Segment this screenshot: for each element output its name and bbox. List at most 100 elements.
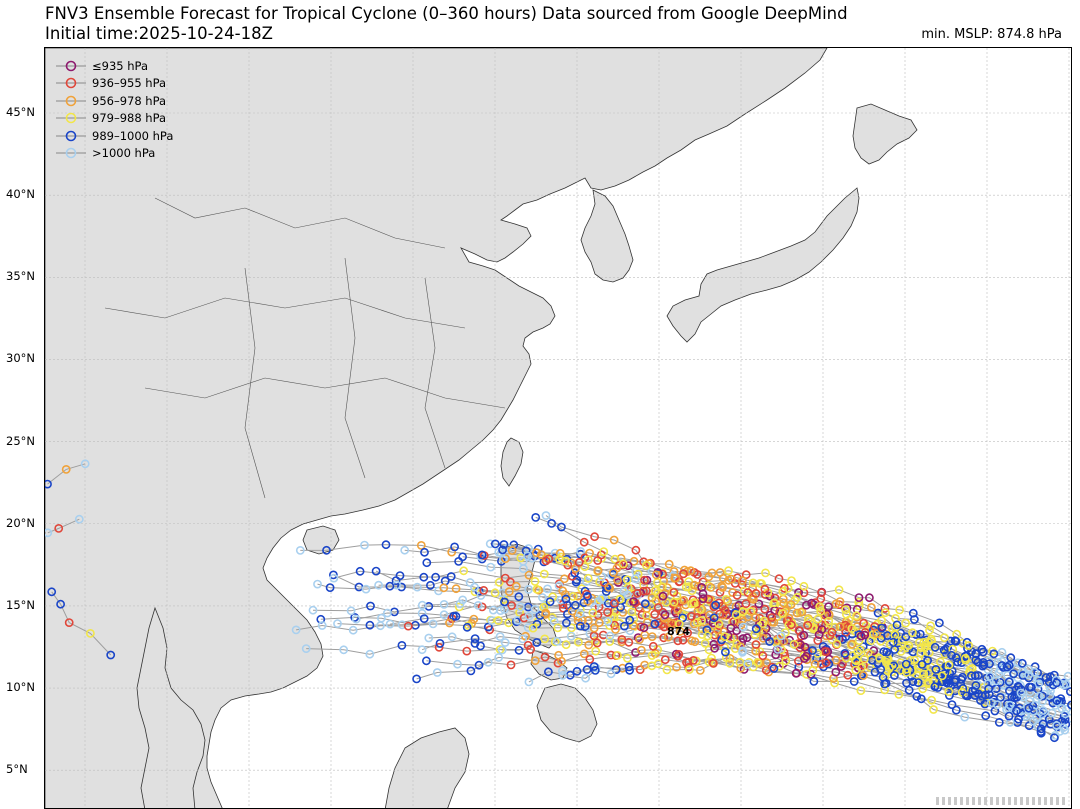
- track-point: [708, 658, 717, 667]
- track-point: [901, 659, 911, 669]
- track-point: [824, 602, 833, 612]
- track-point: [704, 657, 714, 667]
- track-point: [490, 588, 500, 598]
- track-point: [609, 612, 619, 622]
- track-point: [550, 548, 560, 558]
- track-point: [466, 666, 476, 676]
- track-point: [751, 640, 761, 649]
- track-point: [61, 464, 71, 474]
- lat-tick-label: 30°N: [6, 351, 35, 366]
- track-point: [727, 574, 736, 584]
- legend-label: 989–1000 hPa: [92, 128, 174, 143]
- legend-item: 936–955 hPa: [56, 75, 173, 93]
- track-point: [1018, 671, 1028, 680]
- track-point: [581, 673, 590, 683]
- track-point: [997, 647, 1007, 657]
- track-point: [640, 575, 649, 585]
- track-point: [927, 695, 936, 705]
- track-point: [715, 568, 725, 577]
- track-point: [562, 618, 571, 628]
- track-point: [709, 602, 719, 612]
- track-point: [773, 645, 783, 654]
- track-point: [366, 601, 375, 611]
- track-point: [524, 570, 534, 580]
- track-point: [549, 617, 559, 626]
- track-point: [1024, 703, 1034, 713]
- track-point: [571, 577, 581, 587]
- track-point: [1009, 669, 1018, 679]
- track-point: [876, 633, 886, 643]
- track-point: [412, 582, 422, 592]
- track-point: [680, 565, 689, 575]
- track-point: [658, 607, 668, 617]
- track-point: [1049, 670, 1059, 680]
- track-point: [660, 613, 669, 623]
- track-point: [635, 635, 644, 644]
- track-point: [794, 588, 803, 597]
- track-point: [1066, 687, 1071, 696]
- track-point: [662, 665, 672, 675]
- track-point: [543, 667, 553, 677]
- track-point: [560, 556, 570, 566]
- track-point: [432, 668, 442, 677]
- track-point: [689, 599, 699, 608]
- track-point: [1018, 692, 1028, 702]
- track-point: [629, 597, 638, 606]
- track-point: [1023, 701, 1032, 711]
- track-point: [847, 639, 857, 649]
- track-point: [592, 638, 602, 648]
- track-point: [557, 656, 566, 666]
- track-point: [951, 675, 960, 685]
- track-point: [650, 609, 660, 619]
- map-svg[interactable]: 874: [45, 48, 1072, 809]
- track-point: [500, 597, 509, 607]
- track-point: [709, 613, 719, 623]
- min-mslp-label: min. MSLP: 874.8 hPa: [921, 27, 1062, 42]
- track-point: [945, 691, 954, 700]
- track-point: [531, 512, 541, 522]
- track-point: [555, 554, 564, 564]
- track-point: [647, 632, 657, 641]
- track-point: [751, 589, 761, 598]
- track-point: [997, 657, 1007, 666]
- track-point: [558, 586, 568, 596]
- map-panel[interactable]: 874: [44, 47, 1072, 809]
- lat-tick-label: 5°N: [6, 762, 28, 777]
- track-point: [930, 642, 940, 652]
- track-point: [648, 641, 658, 651]
- track-point: [500, 638, 510, 647]
- track-point: [1034, 679, 1043, 689]
- track-point: [523, 640, 533, 650]
- track-point: [610, 620, 619, 630]
- track-point: [786, 600, 796, 609]
- track-point: [557, 522, 566, 532]
- track-point: [1014, 714, 1023, 724]
- track-point: [1002, 662, 1012, 672]
- track-point: [658, 569, 667, 579]
- track-point: [1025, 687, 1035, 696]
- track-point: [902, 668, 911, 677]
- track-point: [579, 649, 589, 659]
- track-point: [854, 593, 864, 602]
- track-point: [593, 566, 603, 576]
- track-point: [74, 514, 84, 524]
- track-point: [855, 645, 865, 655]
- track-point: [852, 622, 862, 632]
- track-point: [605, 621, 614, 630]
- track-point: [498, 545, 507, 555]
- track-point: [985, 659, 994, 669]
- track-point: [948, 644, 958, 654]
- track-point: [629, 556, 639, 566]
- track-point: [758, 651, 768, 661]
- track-point: [499, 540, 509, 549]
- track-point: [483, 622, 493, 632]
- track-point: [842, 610, 851, 619]
- track-point: [857, 663, 866, 672]
- track-line: [296, 618, 1058, 703]
- track-point: [851, 656, 861, 666]
- track-point: [584, 640, 594, 650]
- track-point: [902, 664, 912, 674]
- track-point: [803, 620, 813, 630]
- track-point: [718, 583, 727, 592]
- track-point: [595, 577, 604, 587]
